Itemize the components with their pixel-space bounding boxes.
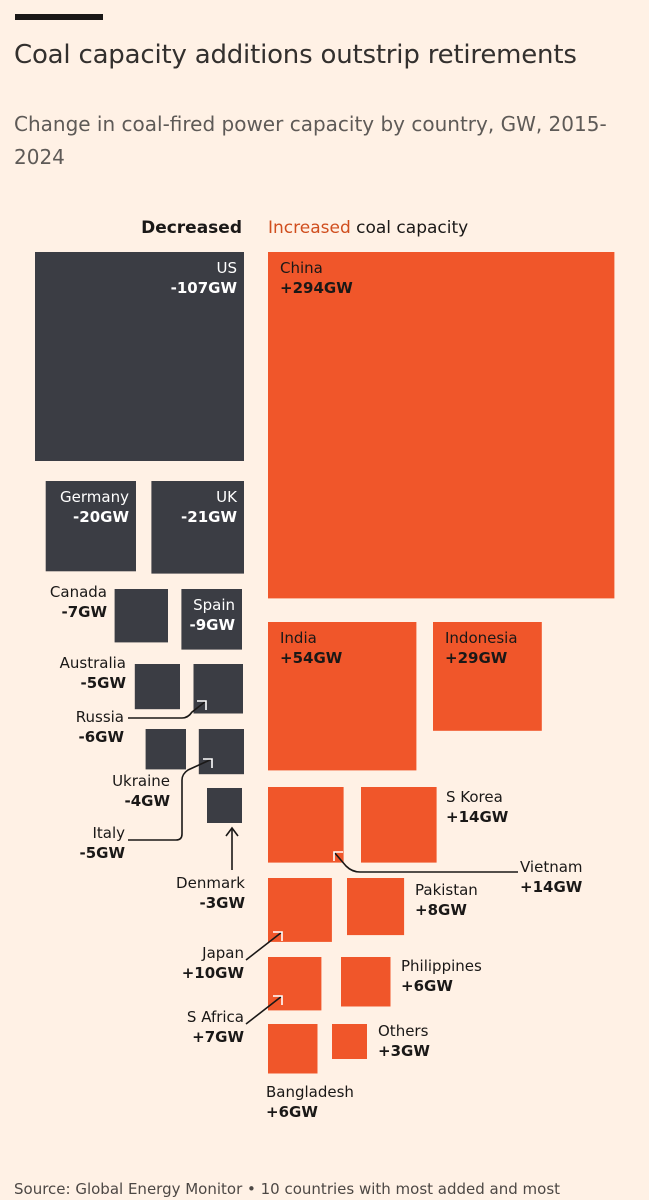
square-spain	[181, 589, 242, 650]
square-uk	[151, 481, 244, 574]
value-s-korea: +14GW	[446, 808, 509, 826]
label-s-korea: S Korea	[446, 788, 503, 806]
square-chart: US -107GW UK -21GW Germany -20GW Spain -9GW Cana…	[35, 252, 615, 1121]
value-india: +54GW	[280, 649, 343, 667]
label-uk: UK	[216, 488, 238, 506]
label-canada: Canada	[50, 583, 107, 601]
leader-japan-head	[273, 931, 283, 941]
label-ukraine: Ukraine	[112, 772, 170, 790]
value-uk: -21GW	[181, 508, 237, 526]
value-others: +3GW	[378, 1042, 430, 1060]
square-us	[35, 252, 244, 461]
value-russia: -6GW	[78, 728, 124, 746]
value-ukraine: -4GW	[124, 792, 170, 810]
square-australia	[134, 664, 180, 710]
square-canada	[114, 589, 168, 643]
value-us: -107GW	[171, 279, 238, 297]
label-s-africa: S Africa	[187, 1008, 244, 1026]
increased-header-suffix: coal capacity	[350, 218, 469, 238]
leader-vietnam	[333, 851, 518, 873]
square-s-africa	[268, 957, 322, 1011]
leader-safrica-head	[273, 995, 283, 1005]
label-spain: Spain	[193, 596, 235, 614]
label-vietnam: Vietnam	[520, 858, 583, 876]
value-vietnam: +14GW	[520, 878, 583, 896]
label-china: China	[280, 259, 323, 277]
value-australia: -5GW	[80, 674, 126, 692]
square-vietnam	[268, 787, 344, 863]
label-pakistan: Pakistan	[415, 881, 478, 899]
square-china	[268, 252, 615, 599]
label-germany: Germany	[60, 488, 129, 506]
label-indonesia: Indonesia	[445, 629, 518, 647]
label-italy: Italy	[92, 824, 125, 842]
square-indonesia	[433, 622, 542, 731]
leader-japan	[245, 931, 283, 961]
label-australia: Australia	[60, 654, 126, 672]
value-indonesia: +29GW	[445, 649, 508, 667]
square-philippines	[341, 957, 391, 1007]
label-russia: Russia	[76, 708, 124, 726]
chart-title: Coal capacity additions outstrip retirem…	[14, 40, 577, 70]
value-philippines: +6GW	[401, 977, 453, 995]
square-others	[332, 1024, 367, 1059]
label-others: Others	[378, 1022, 429, 1040]
increased-header-accent: Increased	[268, 218, 351, 238]
square-bangladesh	[268, 1024, 318, 1074]
square-russia	[193, 664, 243, 714]
leader-denmark-head	[225, 826, 239, 837]
value-bangladesh: +6GW	[266, 1103, 318, 1121]
leader-italy-head	[203, 758, 213, 768]
square-ukraine	[145, 729, 186, 770]
value-canada: -7GW	[61, 603, 107, 621]
leader-russia	[128, 700, 207, 719]
value-denmark: -3GW	[199, 894, 245, 912]
square-s-korea	[361, 787, 437, 863]
value-pakistan: +8GW	[415, 901, 467, 919]
value-germany: -20GW	[73, 508, 129, 526]
leader-italy	[128, 758, 213, 841]
square-denmark	[207, 788, 242, 823]
square-india	[268, 622, 417, 771]
value-s-africa: +7GW	[192, 1028, 244, 1046]
increased-header: Increased coal capacity	[268, 216, 468, 240]
value-japan: +10GW	[182, 964, 245, 982]
label-japan: Japan	[201, 944, 244, 962]
chart-subtitle: Change in coal-fired power capacity by c…	[14, 112, 607, 169]
square-germany	[45, 481, 137, 572]
decreased-header: Decreased	[141, 218, 242, 238]
label-india: India	[280, 629, 317, 647]
brand-bar	[15, 14, 103, 20]
source-note: Source: Global Energy Monitor • 10 count…	[14, 1180, 561, 1198]
square-pakistan	[347, 878, 405, 936]
value-spain: -9GW	[189, 616, 235, 634]
label-philippines: Philippines	[401, 957, 482, 975]
leader-russia-head	[197, 700, 207, 710]
square-italy	[198, 729, 244, 775]
label-bangladesh: Bangladesh	[266, 1083, 354, 1101]
value-china: +294GW	[280, 279, 353, 297]
label-denmark: Denmark	[176, 874, 245, 892]
leader-vietnam-head	[333, 851, 343, 861]
leader-safrica	[245, 995, 283, 1025]
label-us: US	[216, 259, 237, 277]
value-italy: -5GW	[79, 844, 125, 862]
